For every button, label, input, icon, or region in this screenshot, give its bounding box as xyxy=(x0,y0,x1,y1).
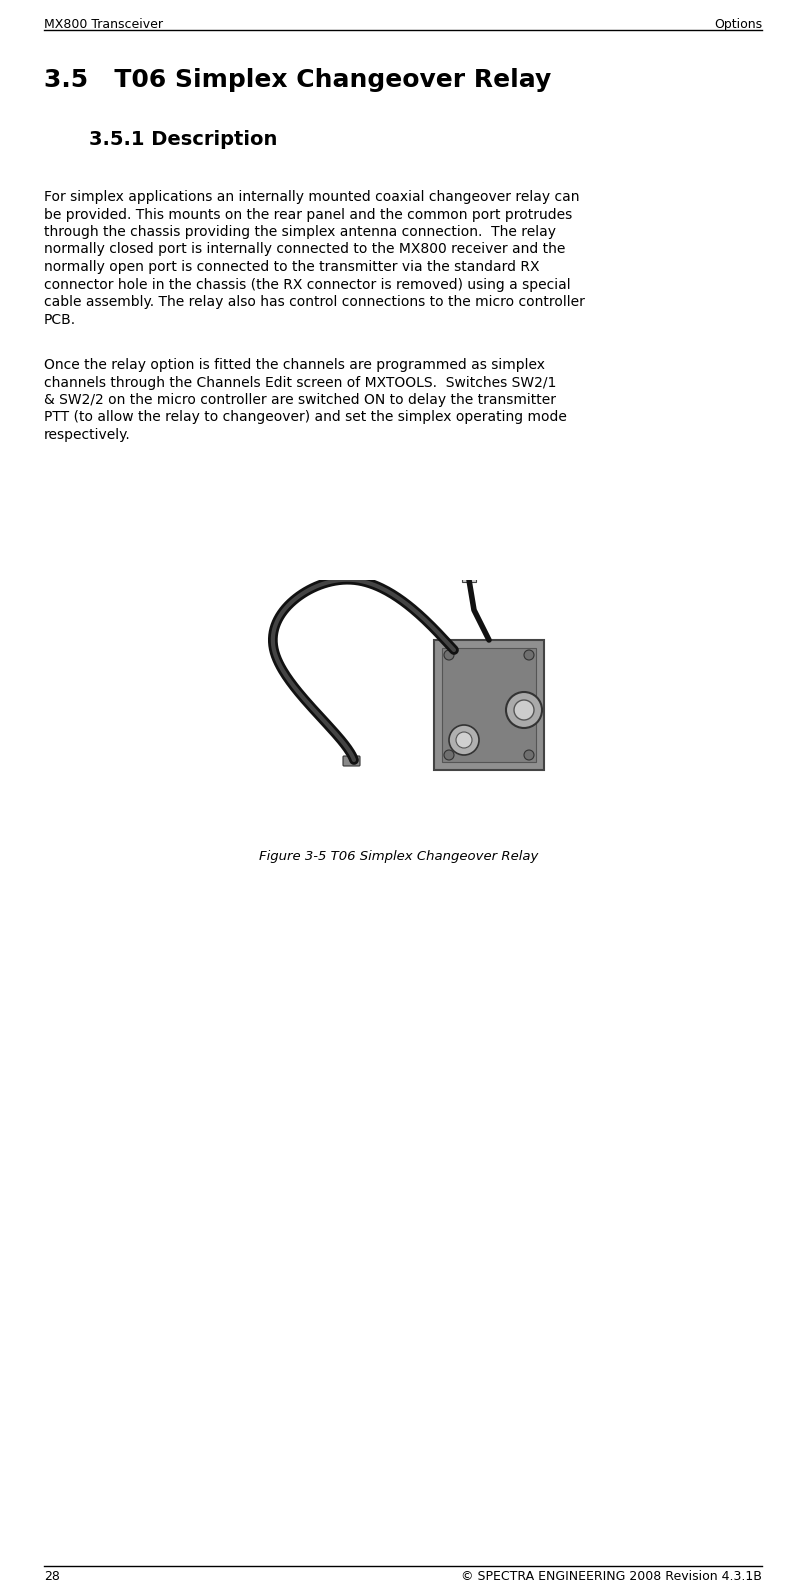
Text: PTT (to allow the relay to changeover) and set the simplex operating mode: PTT (to allow the relay to changeover) a… xyxy=(44,410,567,425)
Text: normally closed port is internally connected to the MX800 receiver and the: normally closed port is internally conne… xyxy=(44,243,565,257)
Circle shape xyxy=(444,750,454,760)
Bar xyxy=(462,571,476,583)
Text: channels through the Channels Edit screen of MXTOOLS.  Switches SW2/1: channels through the Channels Edit scree… xyxy=(44,375,556,389)
Text: be provided. This mounts on the rear panel and the common port protrudes: be provided. This mounts on the rear pan… xyxy=(44,207,572,222)
Circle shape xyxy=(444,650,454,661)
Text: connector hole in the chassis (the RX connector is removed) using a special: connector hole in the chassis (the RX co… xyxy=(44,278,571,292)
Text: 28: 28 xyxy=(44,1570,60,1583)
Text: MX800 Transceiver: MX800 Transceiver xyxy=(44,18,163,30)
Circle shape xyxy=(524,750,534,760)
Circle shape xyxy=(524,650,534,661)
Text: 3.5   T06 Simplex Changeover Relay: 3.5 T06 Simplex Changeover Relay xyxy=(44,69,551,93)
FancyBboxPatch shape xyxy=(343,757,360,766)
Circle shape xyxy=(514,701,534,720)
Text: Figure 3-5 T06 Simplex Changeover Relay: Figure 3-5 T06 Simplex Changeover Relay xyxy=(259,851,539,863)
Bar xyxy=(442,648,536,761)
Text: 3.5.1 Description: 3.5.1 Description xyxy=(89,129,278,148)
Text: Options: Options xyxy=(714,18,762,30)
Circle shape xyxy=(506,693,542,728)
Text: For simplex applications an internally mounted coaxial changeover relay can: For simplex applications an internally m… xyxy=(44,190,579,204)
Text: Once the relay option is fitted the channels are programmed as simplex: Once the relay option is fitted the chan… xyxy=(44,358,545,372)
Circle shape xyxy=(449,725,479,755)
Text: through the chassis providing the simplex antenna connection.  The relay: through the chassis providing the simple… xyxy=(44,225,556,239)
Text: & SW2/2 on the micro controller are switched ON to delay the transmitter: & SW2/2 on the micro controller are swit… xyxy=(44,393,556,407)
Bar xyxy=(434,640,544,769)
Text: © SPECTRA ENGINEERING 2008 Revision 4.3.1B: © SPECTRA ENGINEERING 2008 Revision 4.3.… xyxy=(461,1570,762,1583)
Text: PCB.: PCB. xyxy=(44,313,76,327)
Text: normally open port is connected to the transmitter via the standard RX: normally open port is connected to the t… xyxy=(44,260,539,275)
Text: respectively.: respectively. xyxy=(44,428,131,442)
Circle shape xyxy=(456,733,472,749)
Text: cable assembly. The relay also has control connections to the micro controller: cable assembly. The relay also has contr… xyxy=(44,295,585,310)
